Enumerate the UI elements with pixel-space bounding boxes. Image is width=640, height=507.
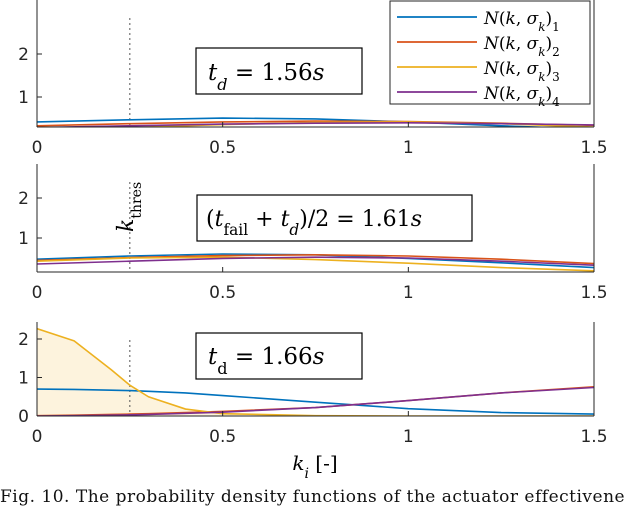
legend-box [389,0,591,105]
y-tick-label: 1 [18,229,29,249]
panel-2: 0 0.5 1 1.5 1 2 (tfail + td)/2 = 1.61s [18,164,608,303]
panel-3: 0 0.5 1 1.5 0 1 2 td = 1.66s ki [-] [18,322,608,482]
series-line-3 [37,327,594,416]
y-tick-label: 2 [18,189,29,209]
y-tick-label: 1 [18,369,29,389]
series-line-4 [37,122,594,127]
x-tick-label: 1 [403,138,414,158]
threshold-label: kthres [114,182,145,232]
x-tick-label: 1.5 [580,283,607,303]
legend-label-3: N(k, σk)3 [483,59,560,84]
x-tick-label: 0.5 [209,138,236,158]
x-tick-label: 0.5 [209,427,236,447]
series-line-4 [37,386,594,416]
x-tick-label: 1.5 [580,427,607,447]
x-tick-label: 0 [32,138,43,158]
y-tick-label: 2 [18,330,29,350]
x-tick-label: 0.5 [209,283,236,303]
legend-label-4: N(k, σk)4 [483,84,560,109]
y-tick-label: 1 [18,88,29,108]
annotation-text: td = 1.56s [208,60,325,94]
panel-1: 0 0.5 1 1.5 1 2 td = 1.56s [18,0,608,158]
y-tick-label: 0 [18,407,29,427]
x-tick-label: 0 [32,283,43,303]
x-tick-label: 1 [403,427,414,447]
annotation-box [195,332,363,380]
legend-label-1: N(k, σk)1 [483,9,560,34]
series-line-1 [37,388,594,415]
legend: N(k, σk)1N(k, σk)2N(k, σk)3N(k, σk)4 [389,0,591,109]
x-tick-label: 1 [403,283,414,303]
threshold-label-text: kthres [114,182,145,232]
figure: 0 0.5 1 1.5 1 2 td = 1.56s 0 0.5 1 1.5 1 2 (tfail + t… [18,0,608,482]
x-axis-label: ki [-] [292,451,337,482]
series-line-3 [37,256,594,272]
x-tick-label: 0 [32,427,43,447]
legend-label-2: N(k, σk)2 [483,34,560,59]
density-fill [37,328,594,416]
annotation-box [196,194,473,242]
annotation-box [195,47,363,95]
y-tick-label: 2 [18,45,29,65]
series-line-1 [37,117,555,127]
series-line-4 [37,256,594,266]
annotation-text: td = 1.66s [208,344,325,378]
figure-caption: Fig. 10. The probability density functio… [0,487,626,507]
annotation-text: (tfail + td)/2 = 1.61s [206,207,422,239]
x-tick-label: 1.5 [580,138,607,158]
